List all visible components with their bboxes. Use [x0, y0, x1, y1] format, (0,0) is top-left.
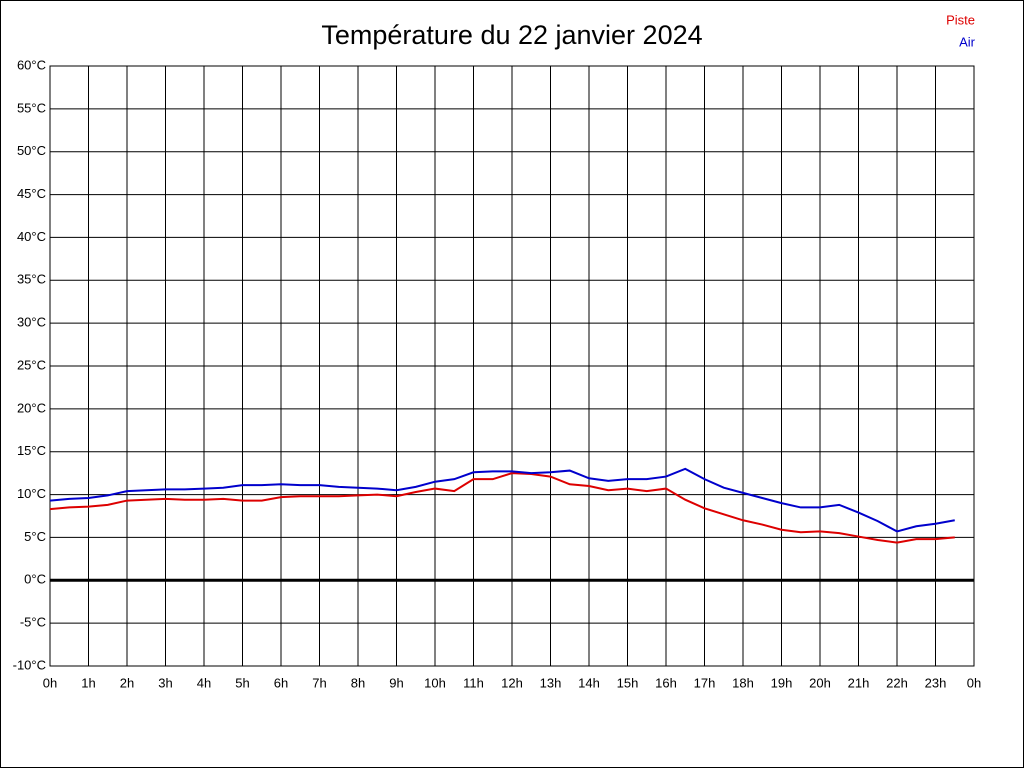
y-tick-label: -10°C	[13, 657, 46, 672]
x-tick-label: 9h	[389, 675, 403, 690]
x-tick-label: 0h	[967, 675, 981, 690]
y-tick-label: 10°C	[17, 486, 46, 501]
x-tick-label: 2h	[120, 675, 134, 690]
x-tick-label: 7h	[312, 675, 326, 690]
x-tick-label: 18h	[732, 675, 754, 690]
x-tick-label: 3h	[158, 675, 172, 690]
y-tick-label: -5°C	[20, 615, 46, 630]
x-tick-label: 10h	[424, 675, 446, 690]
x-tick-label: 8h	[351, 675, 365, 690]
chart-title: Température du 22 janvier 2024	[321, 20, 702, 50]
y-tick-label: 15°C	[17, 443, 46, 458]
y-tick-label: 35°C	[17, 272, 46, 287]
x-tick-label: 22h	[886, 675, 908, 690]
x-tick-label: 21h	[848, 675, 870, 690]
x-tick-label: 1h	[81, 675, 95, 690]
x-tick-label: 11h	[463, 675, 484, 690]
y-tick-label: 40°C	[17, 229, 46, 244]
legend-entry: Piste	[946, 12, 975, 27]
y-tick-label: 25°C	[17, 357, 46, 372]
x-tick-label: 4h	[197, 675, 211, 690]
y-tick-label: 20°C	[17, 400, 46, 415]
x-tick-label: 17h	[694, 675, 716, 690]
legend-entry: Air	[959, 34, 976, 49]
x-tick-label: 12h	[501, 675, 523, 690]
y-tick-label: 5°C	[24, 529, 46, 544]
x-tick-label: 13h	[540, 675, 562, 690]
y-tick-label: 0°C	[24, 572, 46, 587]
series-line	[49, 472, 955, 544]
y-tick-label: 45°C	[17, 186, 46, 201]
y-tick-label: 55°C	[17, 100, 46, 115]
series-line	[49, 467, 955, 533]
x-tick-label: 19h	[771, 675, 793, 690]
x-tick-label: 16h	[655, 675, 677, 690]
x-tick-label: 20h	[809, 675, 831, 690]
y-tick-label: 30°C	[17, 315, 46, 330]
x-tick-label: 5h	[235, 675, 249, 690]
x-tick-label: 6h	[274, 675, 288, 690]
y-tick-label: 60°C	[17, 57, 46, 72]
x-tick-label: 14h	[578, 675, 600, 690]
x-tick-label: 23h	[925, 675, 947, 690]
x-tick-label: 15h	[617, 675, 639, 690]
x-tick-label: 0h	[43, 675, 57, 690]
y-tick-label: 50°C	[17, 143, 46, 158]
